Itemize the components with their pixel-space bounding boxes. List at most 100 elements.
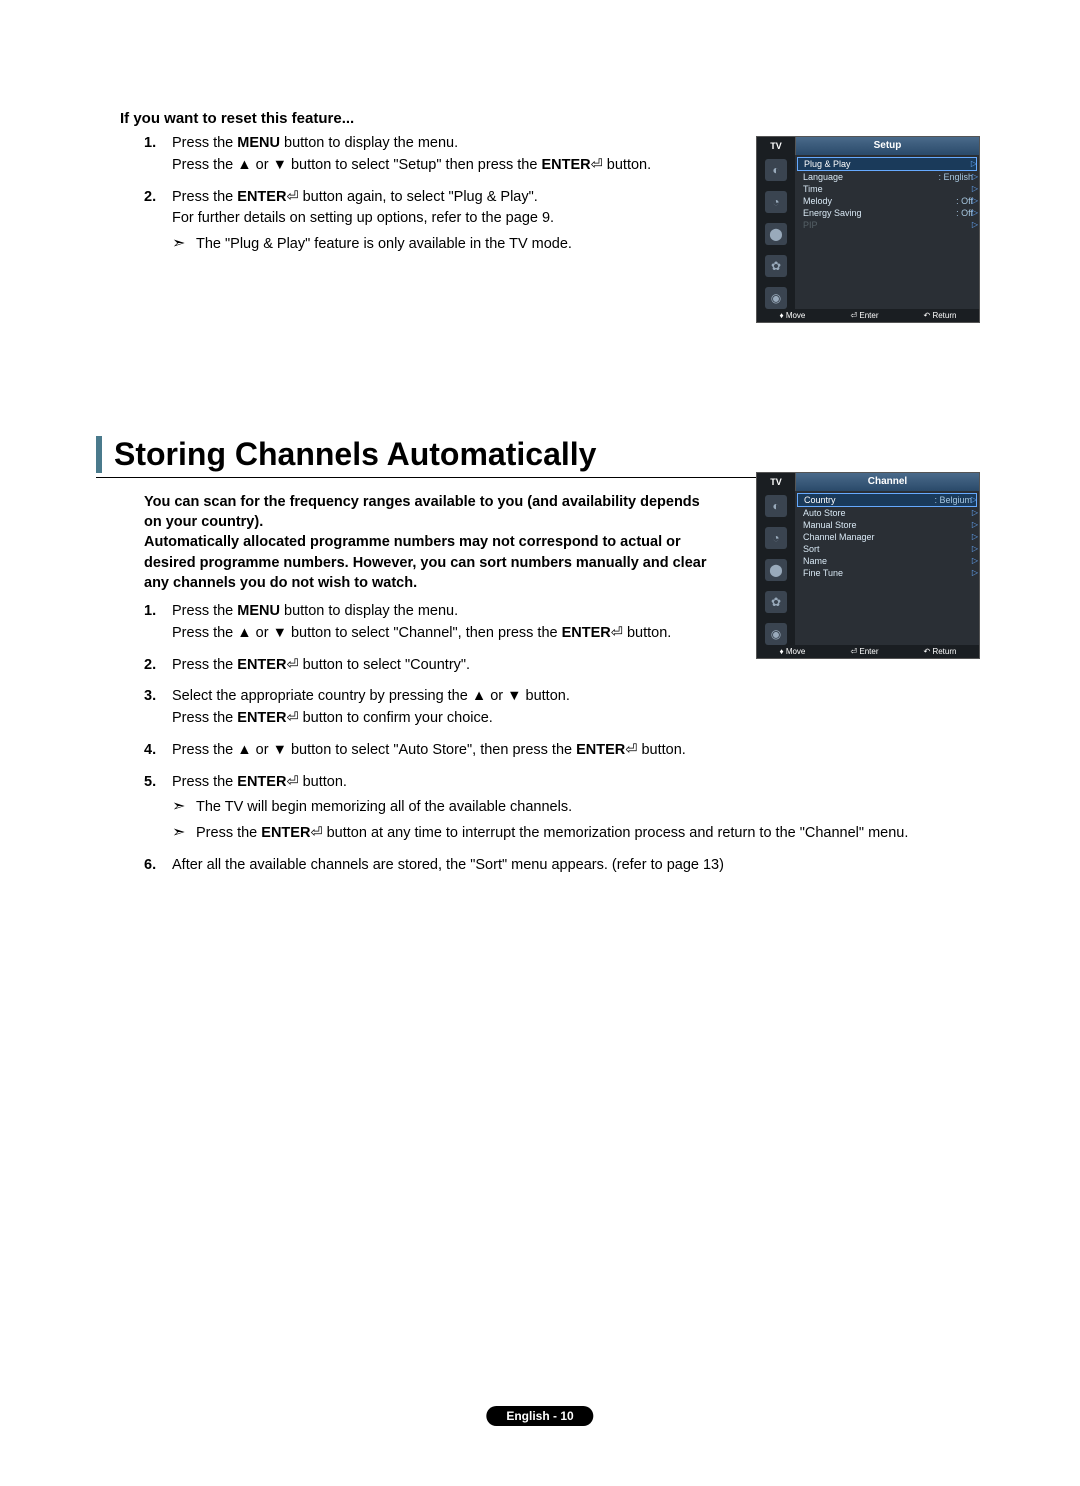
note-text: The "Plug & Play" feature is only availa…	[196, 234, 720, 256]
chevron-right-icon: ▷	[972, 208, 978, 217]
osd-sidebar: ◐ ◔ ⬤ ✿ ◉	[757, 491, 795, 645]
osd-return: ↶ Return	[924, 311, 957, 320]
step-item: 3.Select the appropriate country by pres…	[144, 686, 980, 730]
osd-row-label: PIP	[803, 220, 818, 230]
osd-row-value: : Off	[956, 208, 973, 218]
osd-sidebar-icon[interactable]: ✿	[765, 255, 787, 277]
osd-row-value: : English	[938, 172, 973, 182]
osd-sidebar-icon[interactable]: ◉	[765, 623, 787, 645]
osd-channel-menu: TVChannel◐◔⬤✿◉Country: Belgium▷Auto Stor…	[756, 472, 980, 659]
note: ➣The TV will begin memorizing all of the…	[172, 797, 980, 819]
step-body: After all the available channels are sto…	[172, 855, 980, 877]
osd-row[interactable]: Language : English▷	[797, 171, 977, 183]
chevron-right-icon: ▷	[972, 520, 978, 529]
osd-header: TVSetup	[757, 137, 979, 155]
osd-row[interactable]: Channel Manager ▷	[797, 531, 977, 543]
step-number: 3.	[144, 686, 172, 730]
arrow-icon: ➣	[172, 823, 196, 845]
step-item: 4.Press the ▲ or ▼ button to select "Aut…	[144, 740, 980, 762]
osd-row[interactable]: Energy Saving : Off▷	[797, 207, 977, 219]
osd-tv-label: TV	[757, 473, 795, 491]
osd-list: Country: Belgium▷Auto Store▷Manual Store…	[795, 491, 979, 645]
osd-row[interactable]: PIP ▷	[797, 219, 977, 231]
osd-enter: ⏎ Enter	[850, 647, 878, 656]
chevron-right-icon: ▷	[972, 220, 978, 229]
osd-sidebar-icon[interactable]: ◉	[765, 287, 787, 309]
osd-row-value: : Belgium	[934, 495, 972, 505]
osd-menu-title: Setup	[795, 137, 979, 155]
osd-sidebar-icon[interactable]: ✿	[765, 591, 787, 613]
step-number: 2.	[144, 655, 172, 677]
osd-sidebar-icon[interactable]: ◔	[765, 191, 787, 213]
step-number: 4.	[144, 740, 172, 762]
osd-row[interactable]: Name ▷	[797, 555, 977, 567]
chevron-right-icon: ▷	[972, 568, 978, 577]
note-text: Press the ENTER⏎ button at any time to i…	[196, 823, 980, 845]
note-text: The TV will begin memorizing all of the …	[196, 797, 980, 819]
chevron-right-icon: ▷	[972, 508, 978, 517]
chevron-right-icon: ▷	[972, 556, 978, 565]
osd-row[interactable]: Plug & Play ▷	[797, 157, 977, 171]
osd-row[interactable]: Country : Belgium▷	[797, 493, 977, 507]
osd-menu-title: Channel	[795, 473, 979, 491]
osd-list: Plug & Play▷Language: English▷Time▷Melod…	[795, 155, 979, 309]
arrow-icon: ➣	[172, 234, 196, 256]
osd-row[interactable]: Auto Store ▷	[797, 507, 977, 519]
chevron-right-icon: ▷	[972, 544, 978, 553]
osd-enter: ⏎ Enter	[850, 311, 878, 320]
osd-row[interactable]: Sort ▷	[797, 543, 977, 555]
step-number: 6.	[144, 855, 172, 877]
osd-move: ♦ Move	[780, 311, 806, 320]
step-number: 2.	[144, 187, 172, 256]
osd-sidebar: ◐ ◔ ⬤ ✿ ◉	[757, 155, 795, 309]
step-item: 6.After all the available channels are s…	[144, 855, 980, 877]
osd-row-label: Name	[803, 556, 827, 566]
osd-row[interactable]: Manual Store▷	[797, 519, 977, 531]
osd-row-label: Plug & Play	[804, 159, 851, 169]
chevron-right-icon: ▷	[972, 172, 978, 181]
osd-setup-menu: TVSetup ◐ ◔ ⬤ ✿ ◉ Plug & Play ▷ Language : Englis…	[756, 136, 980, 323]
reset-heading: If you want to reset this feature...	[120, 110, 980, 127]
step-number: 5.	[144, 772, 172, 845]
osd-row-label: Time	[803, 184, 823, 194]
osd-body: ◐◔⬤✿◉Country: Belgium▷Auto Store▷Manual …	[757, 491, 979, 645]
osd-sidebar-icon[interactable]: ◔	[765, 527, 787, 549]
osd-header: TVChannel	[757, 473, 979, 491]
osd-row-label: Language	[803, 172, 843, 182]
arrow-icon: ➣	[172, 797, 196, 819]
step-item: 5.Press the ENTER⏎ button.➣The TV will b…	[144, 772, 980, 845]
osd-row-label: Energy Saving	[803, 208, 862, 218]
osd-sidebar-icon[interactable]: ⬤	[765, 559, 787, 581]
note: ➣The "Plug & Play" feature is only avail…	[172, 234, 720, 256]
osd-footer: ♦ Move ⏎ Enter ↶ Return	[757, 645, 979, 658]
step-number: 1.	[144, 133, 172, 177]
chevron-right-icon: ▷	[971, 159, 977, 168]
section-title: Storing Channels Automatically	[96, 436, 980, 473]
chevron-right-icon: ▷	[971, 495, 977, 504]
osd-row-label: Country	[804, 495, 836, 505]
chevron-right-icon: ▷	[972, 532, 978, 541]
osd-row-label: Fine Tune	[803, 568, 843, 578]
osd-row[interactable]: Fine Tune ▷	[797, 567, 977, 579]
osd-sidebar-icon[interactable]: ⬤	[765, 223, 787, 245]
note: ➣Press the ENTER⏎ button at any time to …	[172, 823, 980, 845]
osd-tv-label: TV	[757, 137, 795, 155]
chevron-right-icon: ▷	[972, 196, 978, 205]
step-body: Press the ENTER⏎ button.➣The TV will beg…	[172, 772, 980, 845]
osd-row-label: Sort	[803, 544, 820, 554]
osd-row-value: : Off	[956, 196, 973, 206]
step-number: 1.	[144, 601, 172, 645]
osd-sidebar-icon[interactable]: ◐	[765, 159, 787, 181]
osd-row[interactable]: Time ▷	[797, 183, 977, 195]
step-body: Press the ▲ or ▼ button to select "Auto …	[172, 740, 980, 762]
osd-return: ↶ Return	[924, 647, 957, 656]
osd-sidebar-icon[interactable]: ◐	[765, 495, 787, 517]
page-footer: English - 10	[486, 1406, 593, 1426]
osd-row-label: Channel Manager	[803, 532, 875, 542]
osd-body: ◐◔⬤✿◉Plug & Play▷Language: English▷Time▷…	[757, 155, 979, 309]
step-body: Select the appropriate country by pressi…	[172, 686, 980, 730]
osd-row[interactable]: Melody: Off▷	[797, 195, 977, 207]
chevron-right-icon: ▷	[972, 184, 978, 193]
osd-row-label: Auto Store	[803, 508, 846, 518]
osd-move: ♦ Move	[780, 647, 806, 656]
